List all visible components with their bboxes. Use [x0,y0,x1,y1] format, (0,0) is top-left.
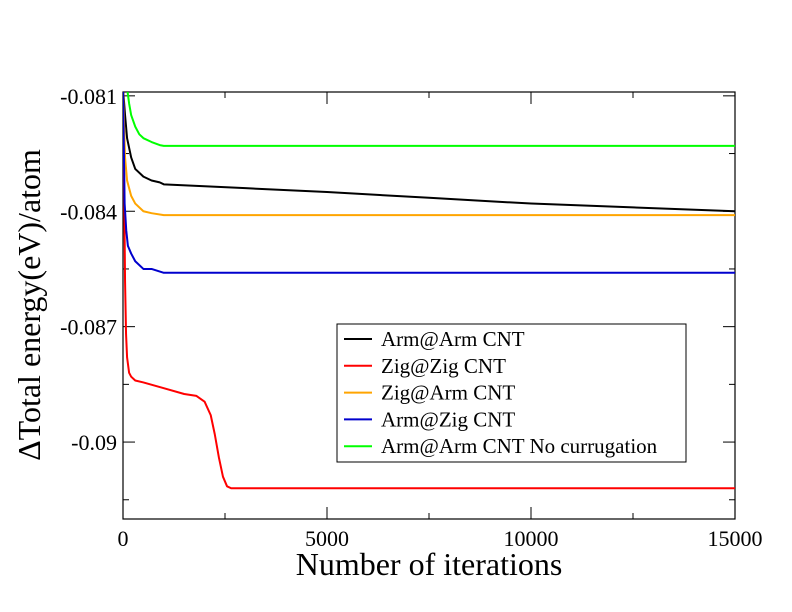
legend-label: Zig@Arm CNT [381,381,515,405]
y-tick-label: -0.09 [71,430,117,455]
y-tick-label: -0.087 [60,315,117,340]
x-tick-label: 15000 [708,526,763,551]
series-line-1 [123,92,735,213]
y-tick-labels: -0.081 -0.084 -0.087 -0.09 [60,84,117,455]
legend-label: Zig@Zig CNT [381,354,506,378]
x-tick-label: 5000 [305,526,349,551]
legend: Arm@Arm CNT Zig@Zig CNT Zig@Arm CNTArm@Zig… [336,323,687,463]
x-tick-label: 10000 [504,526,559,551]
x-tick-labels: 0 5000 10000 15000 [118,526,763,551]
y-tick-label: -0.081 [60,84,117,109]
series-line-3 [123,92,735,217]
legend-label: Arm@Arm CNT No currugation [381,434,658,458]
legend-box [336,323,687,463]
legend-label: Arm@Arm CNT [381,327,525,351]
x-tick-label: 0 [118,526,129,551]
series-line-5 [126,92,735,147]
series-lines [123,92,735,490]
series-line-2 [123,92,735,490]
series-line-4 [123,92,735,274]
y-axis-title: ΔTotal energy(eV)/atom [11,149,47,461]
x-axis-title: Number of iterations [296,546,563,582]
y-tick-label: -0.084 [60,199,117,224]
legend-label: Arm@Zig CNT [381,407,515,431]
